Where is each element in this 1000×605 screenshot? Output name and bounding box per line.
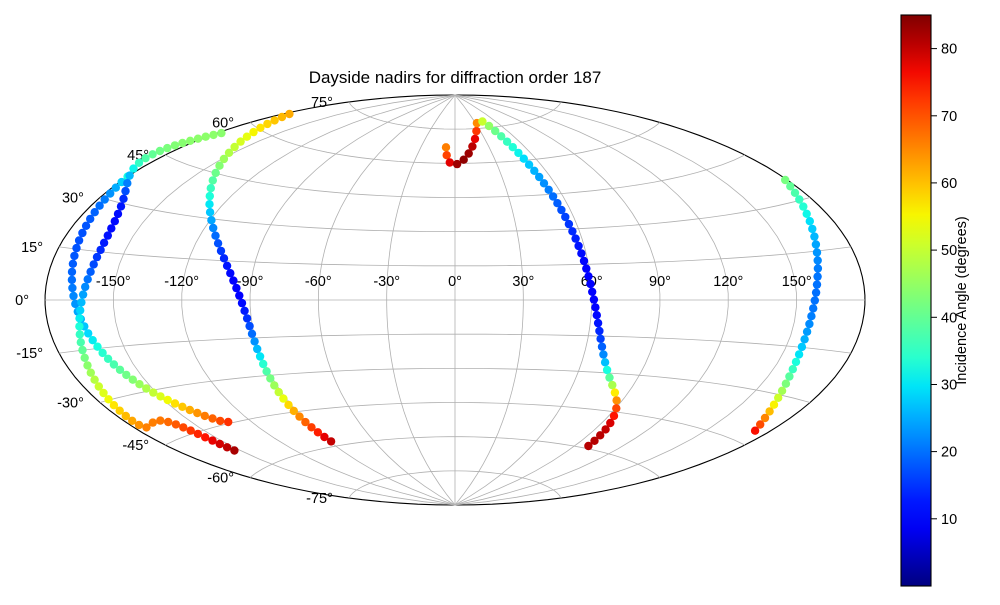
svg-text:60: 60 bbox=[941, 176, 957, 192]
svg-text:0°: 0° bbox=[448, 274, 462, 290]
svg-text:-30°: -30° bbox=[57, 396, 84, 412]
svg-text:15°: 15° bbox=[21, 240, 43, 256]
svg-text:-120°: -120° bbox=[164, 274, 199, 290]
svg-text:75°: 75° bbox=[311, 95, 333, 111]
svg-text:30°: 30° bbox=[62, 191, 84, 207]
svg-text:-90°: -90° bbox=[237, 274, 264, 290]
svg-text:-45°: -45° bbox=[122, 438, 149, 454]
svg-text:150°: 150° bbox=[782, 274, 812, 290]
svg-text:90°: 90° bbox=[649, 274, 671, 290]
svg-text:30°: 30° bbox=[512, 274, 534, 290]
svg-text:-30°: -30° bbox=[373, 274, 400, 290]
svg-text:-150°: -150° bbox=[96, 274, 131, 290]
svg-text:60°: 60° bbox=[212, 116, 234, 132]
svg-text:Incidence Angle (degrees): Incidence Angle (degrees) bbox=[954, 216, 970, 384]
svg-text:70: 70 bbox=[941, 109, 957, 125]
svg-text:80: 80 bbox=[941, 42, 957, 58]
svg-text:Dayside nadirs for diffraction: Dayside nadirs for diffraction order 187 bbox=[309, 68, 602, 87]
svg-text:10: 10 bbox=[941, 512, 957, 528]
svg-text:-15°: -15° bbox=[16, 346, 43, 362]
svg-text:-60°: -60° bbox=[207, 471, 234, 487]
svg-text:120°: 120° bbox=[713, 274, 743, 290]
svg-text:-75°: -75° bbox=[306, 491, 333, 507]
svg-text:-60°: -60° bbox=[305, 274, 332, 290]
svg-text:20: 20 bbox=[941, 445, 957, 461]
svg-text:0°: 0° bbox=[15, 293, 29, 309]
